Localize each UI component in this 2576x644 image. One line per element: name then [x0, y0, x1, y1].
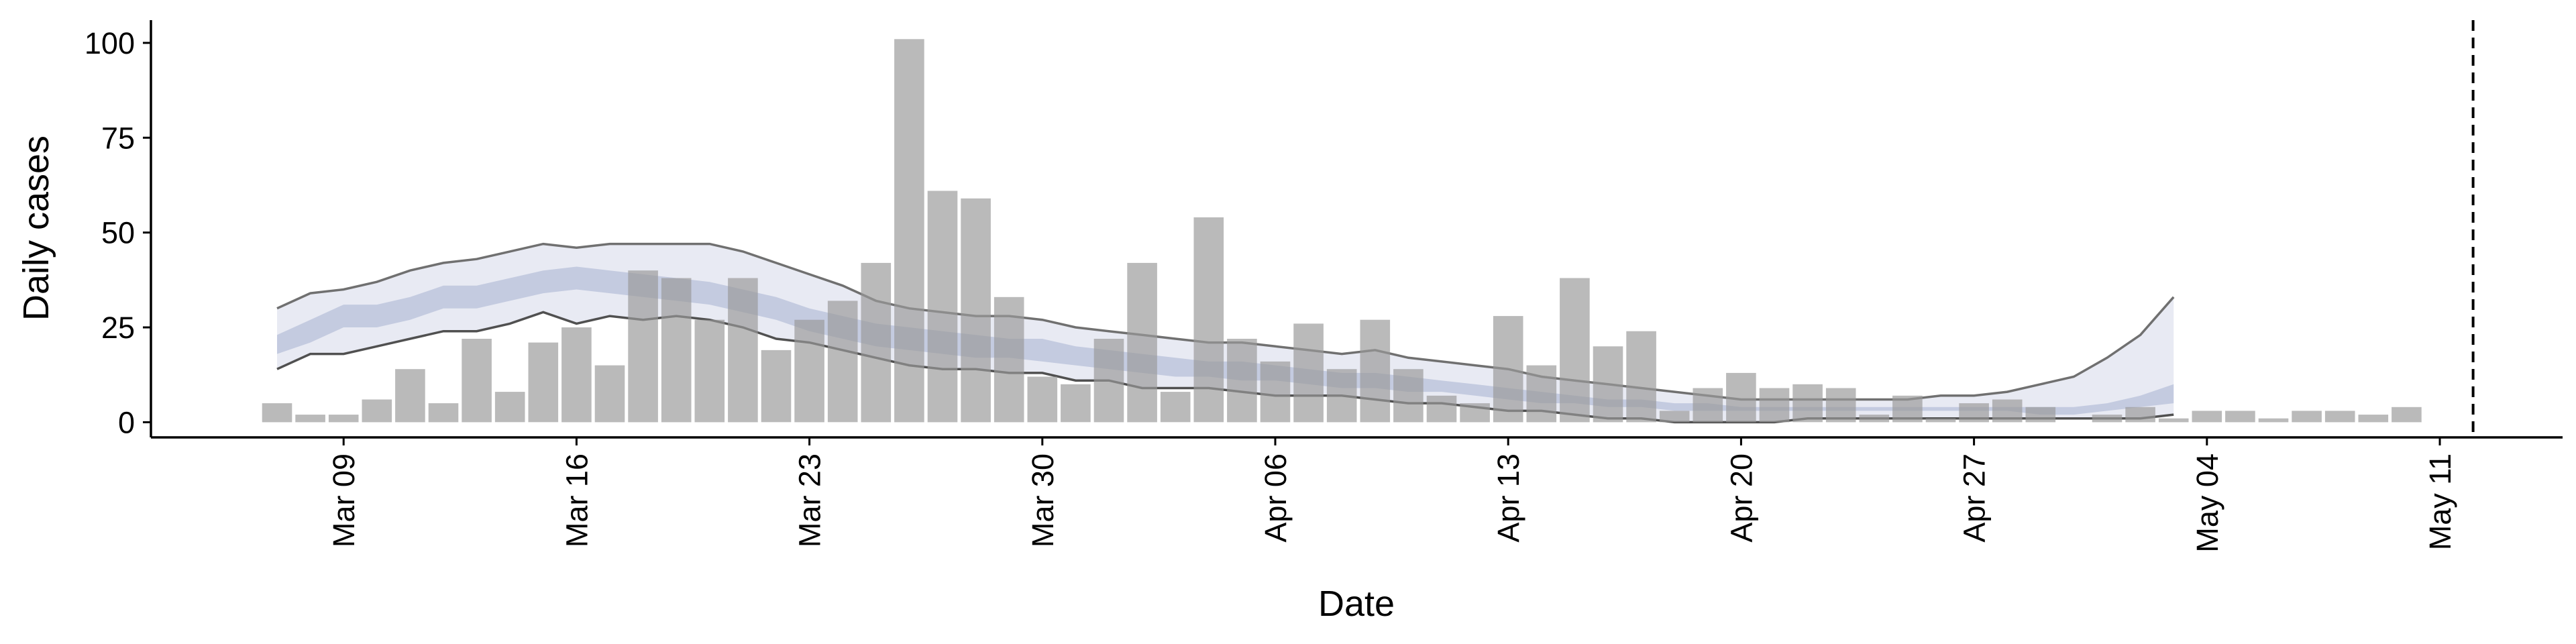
bar — [2292, 411, 2322, 423]
x-axis-title: Date — [1318, 584, 1395, 624]
bar — [1493, 316, 1523, 423]
x-tick-label: Apr 06 — [1258, 453, 1293, 543]
bar — [1293, 323, 1324, 423]
bar — [1393, 369, 1424, 423]
x-tick-label: Apr 20 — [1724, 453, 1758, 543]
bar — [827, 301, 858, 423]
estimate-band-50 — [277, 266, 2174, 415]
bar — [1260, 361, 1291, 423]
bar — [328, 415, 359, 423]
bar — [1027, 376, 1058, 423]
bar — [728, 278, 758, 423]
bar — [761, 350, 792, 423]
bar — [2025, 407, 2056, 423]
bar — [2125, 407, 2155, 423]
y-tick-label: 75 — [101, 121, 135, 155]
bar — [1626, 331, 1656, 423]
x-tick-label: May 11 — [2423, 453, 2457, 550]
bar — [1892, 395, 1923, 423]
bar — [462, 339, 492, 423]
bar — [1992, 399, 2023, 423]
x-tick-label: Apr 27 — [1957, 453, 1992, 543]
bar — [694, 319, 725, 423]
bar — [1659, 411, 1690, 423]
bar — [1925, 418, 1956, 423]
bar — [2092, 415, 2123, 423]
bar — [961, 198, 991, 423]
x-tick-label: May 04 — [2190, 453, 2224, 553]
bar — [1792, 384, 1823, 423]
estimate-upper-line — [276, 242, 2175, 401]
bar — [1227, 339, 1257, 423]
bar — [1726, 372, 1756, 423]
bar — [2324, 411, 2355, 423]
x-tick-label: Mar 23 — [793, 453, 827, 547]
bar — [1360, 319, 1391, 423]
bar — [1693, 388, 1723, 423]
bar — [794, 319, 824, 423]
bar — [1825, 388, 1856, 423]
bar — [628, 270, 658, 423]
bar — [528, 342, 559, 423]
bar — [2358, 415, 2389, 423]
bar — [2225, 411, 2255, 423]
y-tick-label: 0 — [118, 405, 135, 439]
bar — [362, 399, 392, 423]
x-tick-label: Apr 13 — [1491, 453, 1525, 543]
y-tick-label: 25 — [101, 311, 135, 345]
bar — [1526, 365, 1557, 423]
bar — [1426, 395, 1457, 423]
y-tick-label: 100 — [85, 26, 135, 60]
x-tick-label: Mar 09 — [327, 453, 361, 547]
y-tick-label: 50 — [101, 216, 135, 250]
x-tick-label: Mar 30 — [1026, 453, 1060, 547]
bar — [1160, 392, 1191, 423]
bar — [1759, 388, 1790, 423]
bar — [1959, 403, 1989, 423]
bar — [2192, 411, 2222, 423]
bar — [1593, 346, 1623, 423]
bar — [894, 39, 924, 423]
bar — [395, 369, 425, 423]
bar — [1460, 403, 1490, 423]
estimate-layer — [276, 242, 2175, 424]
bar — [2258, 418, 2289, 423]
bar — [1326, 369, 1357, 423]
bar — [2392, 407, 2422, 423]
bar — [927, 191, 958, 423]
bar — [1093, 339, 1124, 423]
y-axis-title: Daily cases — [16, 136, 56, 321]
bar — [1127, 262, 1157, 423]
x-tick-label: Mar 16 — [559, 453, 594, 547]
bar — [1859, 415, 1890, 423]
bar — [295, 415, 325, 423]
bar — [1193, 217, 1224, 423]
estimate-lower-line — [276, 311, 2174, 424]
bar — [1061, 384, 1091, 423]
bar — [561, 327, 592, 423]
bar — [994, 297, 1024, 423]
ticks-layer: 0 25 50 75 100 Mar 09 Mar 16 Mar 23 Mar 30 Apr 06… — [85, 26, 2457, 553]
bar — [494, 392, 525, 423]
bar — [661, 278, 692, 423]
bar — [594, 365, 625, 423]
axes-layer — [150, 20, 2563, 439]
bar — [861, 262, 892, 423]
bar — [262, 403, 292, 423]
bars-layer — [262, 39, 2422, 423]
bar — [428, 403, 459, 423]
bar — [1560, 278, 1590, 423]
bar — [2158, 418, 2189, 423]
